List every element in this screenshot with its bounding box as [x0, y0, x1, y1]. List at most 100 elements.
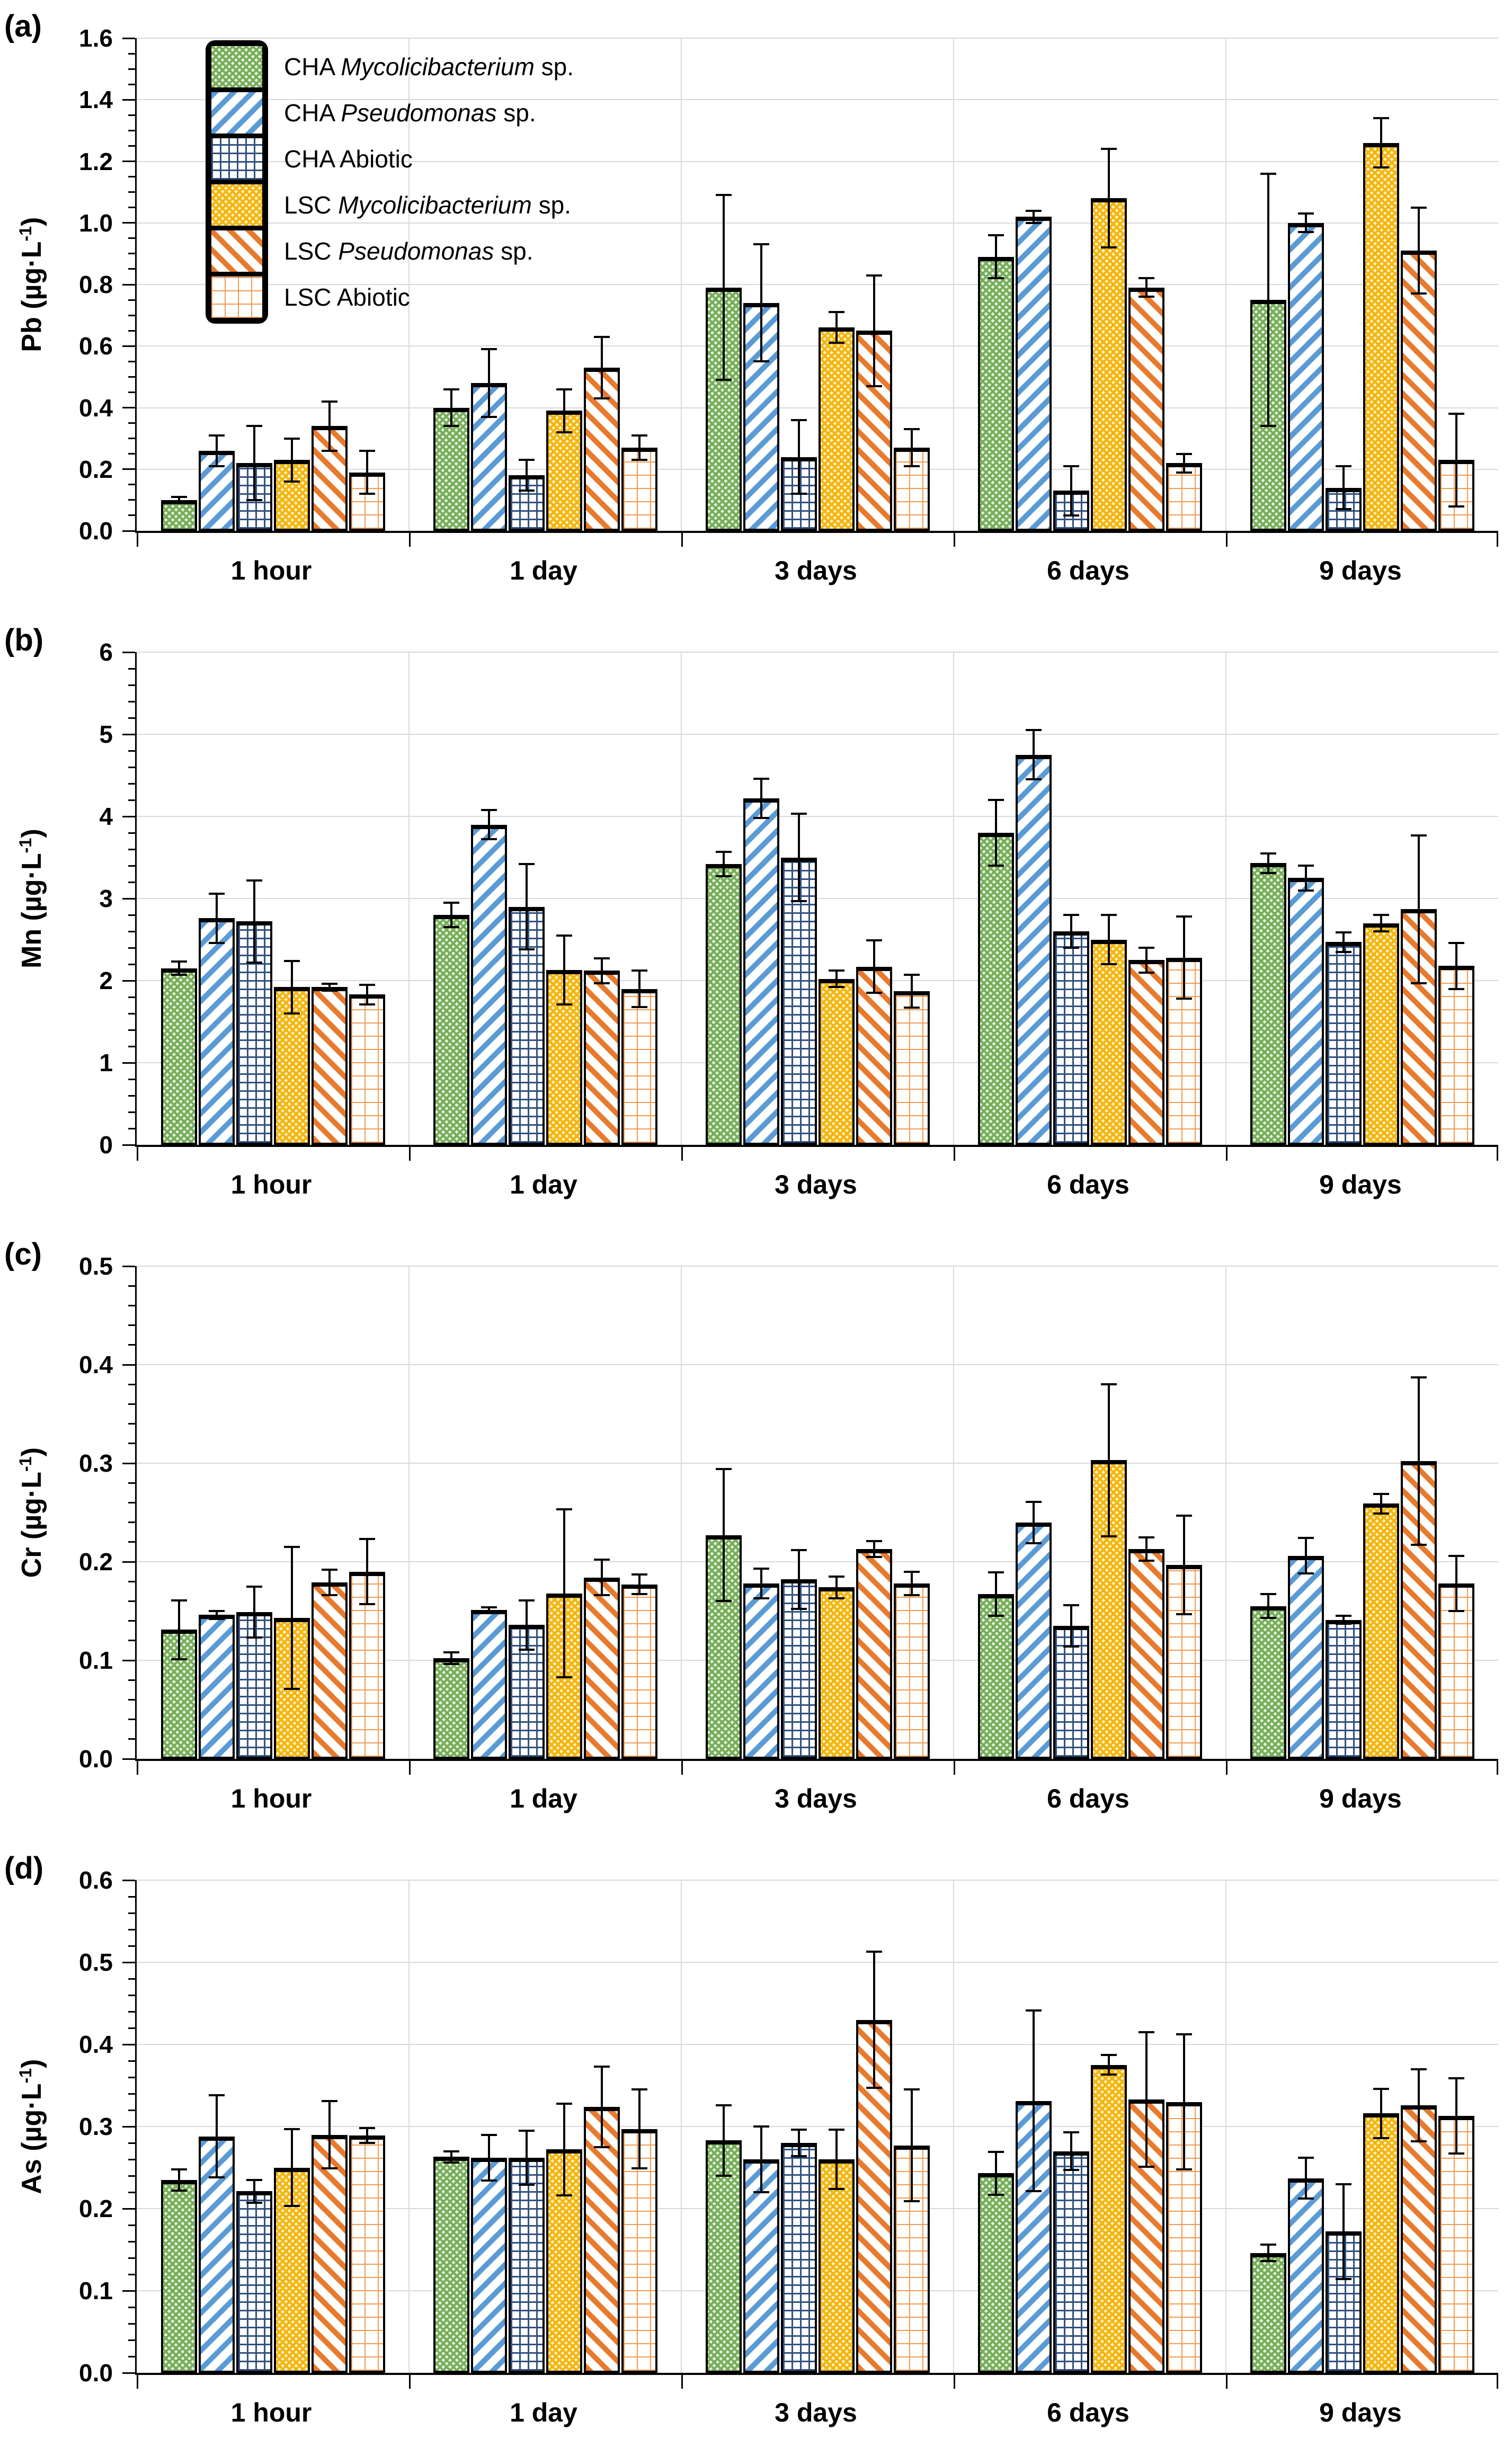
- bar-series5-group1: [621, 448, 657, 531]
- error-bar-cap-bottom: [1410, 1544, 1427, 1546]
- error-bar-stem: [563, 935, 565, 1004]
- bar-series1-group4: [1287, 1555, 1324, 1759]
- error-bar-stem: [177, 962, 180, 975]
- x-axis-tick: [137, 1759, 138, 1775]
- error-bar-cap-top: [828, 1575, 844, 1578]
- bar-series0-group1: [433, 915, 469, 1145]
- error-bar-cap-top: [171, 2168, 187, 2170]
- legend-label-part: sp.: [531, 191, 571, 219]
- error-bar-cap-bottom: [283, 1687, 300, 1690]
- error-bar-cap-bottom: [1138, 2165, 1154, 2168]
- error-bar-stem: [835, 971, 838, 987]
- x-axis-tick: [1497, 1145, 1498, 1161]
- gridline-vertical: [681, 1266, 682, 1759]
- error-bar-cap-top: [1410, 834, 1427, 837]
- error-bar-stem: [366, 1539, 368, 1604]
- gridline-horizontal: [137, 99, 1498, 101]
- bar-series4-group2: [856, 331, 892, 531]
- y-axis-minor-tick: [128, 83, 135, 85]
- error-bar-cap-top: [1025, 2009, 1042, 2012]
- x-axis-tick: [954, 1145, 955, 1161]
- bar-series4-group1: [583, 2106, 620, 2373]
- error-bar-cap-top: [518, 2129, 535, 2132]
- error-bar-stem: [563, 389, 565, 432]
- y-axis-minor-tick: [128, 782, 135, 785]
- bar-series3-group1: [546, 411, 582, 531]
- error-bar-stem: [290, 1547, 293, 1689]
- error-bar-cap-top: [715, 1468, 732, 1471]
- y-axis-minor-tick: [128, 2093, 135, 2095]
- error-bar-cap-bottom: [321, 2167, 337, 2170]
- y-axis-minor-tick: [128, 1501, 135, 1503]
- legend-label-part: CHA: [284, 53, 341, 81]
- error-bar-cap-bottom: [246, 499, 262, 501]
- error-bar-cap-bottom: [1297, 2197, 1314, 2200]
- y-axis-title-part: ): [16, 2059, 48, 2068]
- gridline-vertical: [408, 1266, 410, 1759]
- bar-series0-group4: [1250, 863, 1286, 1145]
- error-bar-cap-bottom: [593, 982, 610, 984]
- error-bar-cap-top: [631, 969, 647, 972]
- y-axis-major-tick: [122, 1659, 135, 1661]
- y-axis-major-tick: [122, 897, 135, 900]
- bar-series0-group2: [705, 2140, 742, 2373]
- y-axis-minor-tick: [128, 1978, 135, 1980]
- error-bar-cap-top: [790, 2129, 807, 2131]
- error-bar-stem: [1182, 453, 1185, 473]
- error-bar-cap-bottom: [1260, 2260, 1276, 2263]
- error-bar-stem: [1070, 915, 1072, 948]
- error-bar-cap-top: [283, 1546, 300, 1549]
- y-axis-minor-tick: [128, 865, 135, 867]
- error-bar-stem: [1145, 1537, 1148, 1561]
- error-bar-cap-top: [1335, 2183, 1351, 2185]
- y-axis-tick-label: 2: [99, 967, 113, 994]
- y-axis-minor-tick: [128, 2240, 135, 2243]
- bar-series2-group0: [236, 1612, 272, 1759]
- x-axis-tick: [137, 1145, 138, 1161]
- error-bar-stem: [1304, 1538, 1307, 1574]
- y-axis-tick-label: 0: [99, 1131, 113, 1159]
- bar-series0-group2: [705, 1535, 742, 1759]
- error-bar-cap-top: [171, 960, 187, 963]
- y-axis-minor-tick: [128, 391, 135, 393]
- bar-series3-group3: [1090, 939, 1127, 1145]
- y-axis-minor-tick: [128, 1324, 135, 1327]
- bar-series4-group1: [583, 1577, 620, 1759]
- error-bar-stem: [366, 984, 368, 1004]
- legend-label-series5: LSC Abiotic: [284, 277, 410, 318]
- y-axis-minor-tick: [128, 145, 135, 147]
- y-axis-minor-tick: [128, 68, 135, 70]
- x-axis-group-label: 9 days: [1319, 556, 1402, 585]
- error-bar-stem: [1304, 213, 1307, 233]
- error-bar-cap-top: [988, 2151, 1004, 2154]
- error-bar-cap-top: [1063, 2131, 1079, 2133]
- bar-series2-group3: [1053, 931, 1089, 1145]
- error-bar-cap-top: [359, 2127, 375, 2130]
- y-axis-minor-tick: [128, 1679, 135, 1681]
- error-bar-cap-bottom: [443, 926, 459, 929]
- error-bar-cap-top: [631, 2088, 647, 2091]
- error-bar-stem: [873, 1951, 875, 2088]
- error-bar-cap-top: [246, 2178, 262, 2181]
- error-bar-cap-top: [1297, 212, 1314, 215]
- y-axis-tick-label: 0.4: [79, 1351, 113, 1378]
- error-bar-cap-bottom: [481, 838, 497, 841]
- bar-series4-group2: [856, 966, 892, 1145]
- y-axis-minor-tick: [128, 268, 135, 270]
- error-bar-cap-bottom: [321, 449, 337, 452]
- y-axis-tick-label: 0.1: [79, 2277, 113, 2304]
- y-axis-major-tick: [122, 2125, 135, 2128]
- y-axis-tick-label: 0.6: [79, 332, 113, 360]
- gridline-vertical: [408, 1880, 410, 2373]
- bar-series5-group3: [1166, 2102, 1202, 2373]
- y-axis-tick-label: 5: [99, 720, 113, 748]
- error-bar-cap-bottom: [631, 2167, 647, 2170]
- bar-series5-group4: [1438, 1583, 1474, 1759]
- error-bar-stem: [638, 435, 641, 460]
- error-bar-cap-top: [828, 2129, 844, 2131]
- panel-c: (c) Cr (µg·L-1) 0.0 0.1 0.2 0.3 0.4 0.5 1 hour 1 …: [0, 1228, 1512, 1842]
- error-bar-cap-bottom: [283, 480, 300, 483]
- error-bar-stem: [1455, 1555, 1457, 1611]
- x-axis-tick: [409, 1759, 411, 1775]
- error-bar-cap-bottom: [246, 2202, 262, 2204]
